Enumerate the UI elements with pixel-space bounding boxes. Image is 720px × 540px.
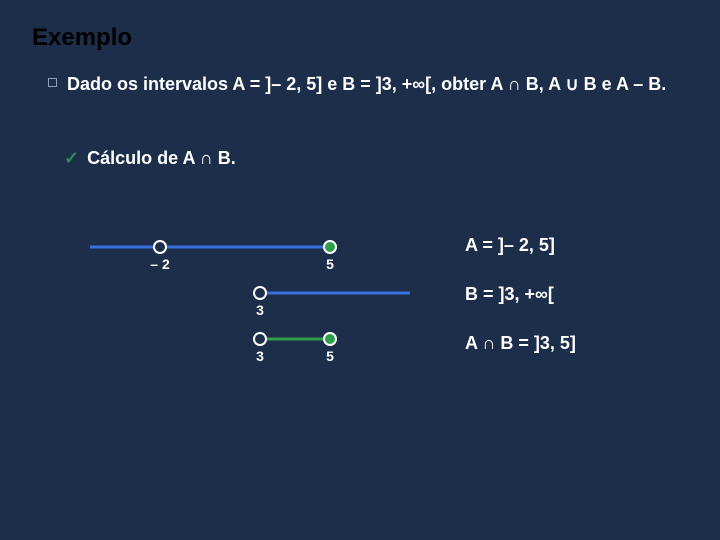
open-endpoint-icon xyxy=(154,241,166,253)
open-endpoint-icon xyxy=(254,333,266,345)
closed-endpoint-icon xyxy=(324,333,336,345)
subheading: ✓ Cálculo de A ∩ B. xyxy=(64,148,236,170)
problem-text: Dado os intervalos A = ]– 2, 5] e B = ]3… xyxy=(67,72,666,97)
closed-endpoint-icon xyxy=(324,241,336,253)
check-icon: ✓ xyxy=(64,148,79,170)
open-endpoint-icon xyxy=(254,287,266,299)
page-title: Exemplo xyxy=(32,24,132,52)
tick-label: 5 xyxy=(326,348,334,364)
label-B: B = ]3, +∞[ xyxy=(465,284,685,305)
label-result: A ∩ B = ]3, 5] xyxy=(465,333,685,354)
square-bullet-icon xyxy=(48,78,57,87)
label-A: A = ]– 2, 5] xyxy=(465,235,685,256)
problem-statement: Dado os intervalos A = ]– 2, 5] e B = ]3… xyxy=(48,72,688,97)
tick-label: 3 xyxy=(256,348,264,364)
diagram-svg: – 2 5 3 3 5 xyxy=(90,235,410,415)
diagram-labels: A = ]– 2, 5] B = ]3, +∞[ A ∩ B = ]3, 5] xyxy=(465,235,685,382)
subheading-text: Cálculo de A ∩ B. xyxy=(87,148,236,170)
tick-label: – 2 xyxy=(150,256,170,272)
tick-label: 3 xyxy=(256,302,264,318)
interval-diagram: – 2 5 3 3 5 xyxy=(90,235,410,415)
tick-label: 5 xyxy=(326,256,334,272)
